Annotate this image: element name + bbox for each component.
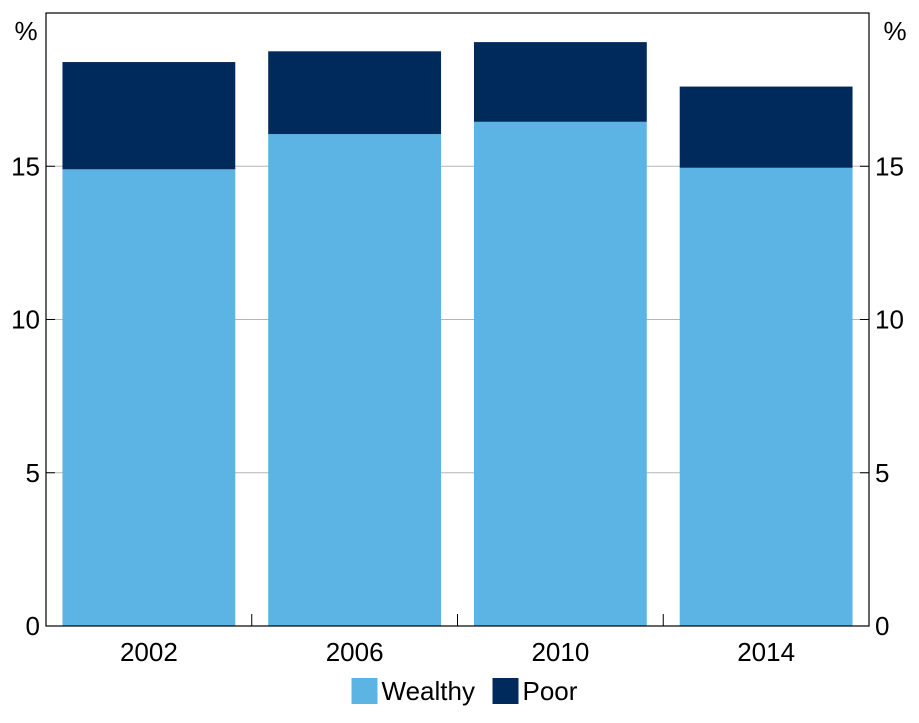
y-tick-label-right: 15	[875, 151, 904, 181]
legend-swatch-wealthy	[351, 678, 378, 704]
y-tick-label-left: 0	[26, 611, 40, 641]
y-axis-unit-left: %	[14, 16, 37, 46]
bar-wealthy-2002	[62, 169, 236, 626]
x-tick-label-2010: 2010	[531, 637, 589, 667]
y-tick-label-right: 10	[875, 305, 904, 335]
legend-label-wealthy: Wealthy	[382, 676, 475, 706]
axis-ticks: 0 0 5 5 10 10 15 15 2002 2006 2010 2014	[11, 151, 904, 667]
y-tick-label-right: 5	[875, 458, 889, 488]
y-tick-label-left: 15	[11, 151, 40, 181]
bar-wealthy-2010	[473, 121, 647, 627]
axis-labels: % %	[14, 16, 906, 46]
bar-poor-2002	[62, 62, 236, 170]
y-axis-unit-right: %	[883, 16, 906, 46]
y-tick-label-left: 10	[11, 305, 40, 335]
x-tick-label-2014: 2014	[737, 637, 795, 667]
bar-wealthy-2014	[679, 167, 853, 626]
x-tick-label-2002: 2002	[120, 637, 178, 667]
bars	[62, 42, 853, 627]
y-tick-label-right: 0	[875, 611, 889, 641]
bar-poor-2006	[268, 51, 442, 135]
x-tick-label-2006: 2006	[326, 637, 384, 667]
y-tick-label-left: 5	[26, 458, 40, 488]
bar-poor-2014	[679, 86, 853, 168]
bar-wealthy-2006	[268, 134, 442, 626]
legend-label-poor: Poor	[523, 676, 578, 706]
legend-swatch-poor	[492, 678, 519, 704]
legend: Wealthy Poor	[351, 676, 578, 706]
bar-poor-2010	[473, 42, 647, 122]
